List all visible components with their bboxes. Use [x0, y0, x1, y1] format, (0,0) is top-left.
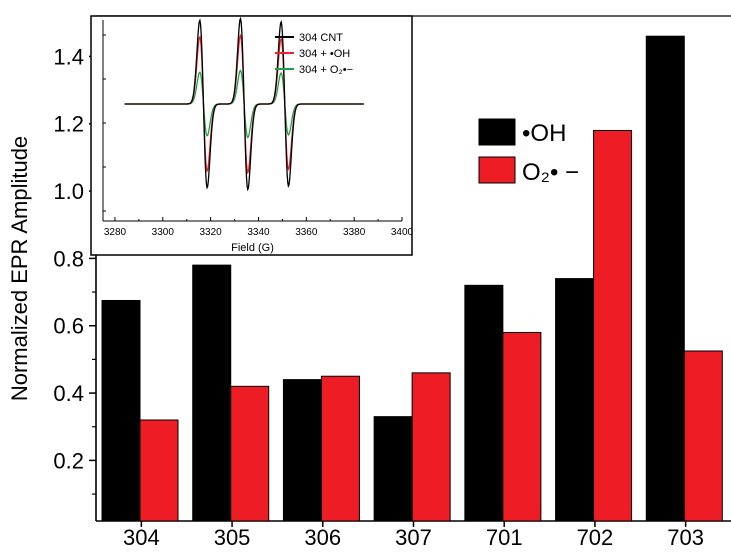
bar-oh-304: [101, 299, 141, 522]
bar-o2-701: [502, 331, 542, 522]
inset-legend-label-2: 304 + O₂•−: [299, 64, 353, 76]
inset-x-axis-label: Field (G): [231, 242, 274, 254]
bar-o2-305: [230, 385, 270, 522]
x-tick-label: 703: [667, 525, 704, 548]
bar-oh-307: [373, 416, 413, 522]
bar-oh-701: [464, 284, 504, 522]
inset-epr-spectrum: 3280 3300 3320 3340 3360 3380 3400 Field (G) 304…: [90, 15, 414, 256]
x-tick-label: 304: [123, 525, 160, 548]
inset-x-tick-label: 3340: [247, 227, 270, 238]
y-axis-label: Normalized EPR Amplitude: [7, 136, 32, 401]
y-tick-label: 1.0: [53, 179, 84, 204]
bar-oh-702: [555, 278, 595, 522]
bar-o2-306: [320, 375, 360, 522]
bar-oh-305: [192, 264, 232, 522]
bar-o2-304: [139, 419, 179, 522]
inset-x-tick-label: 3380: [343, 227, 366, 238]
x-tick-label: 305: [214, 525, 251, 548]
main-legend: •OH O₂• −: [478, 118, 579, 186]
bar-o2-703: [683, 350, 723, 522]
legend-swatch-oh: [478, 118, 516, 146]
inset-x-tick-label: 3320: [200, 227, 223, 238]
legend-label-oh: •OH: [522, 120, 566, 147]
inset-legend-label-1: 304 + •OH: [299, 48, 350, 60]
y-tick-label: 1.4: [53, 44, 84, 69]
x-tick-label: 701: [486, 525, 523, 548]
bar-o2-702: [593, 129, 633, 522]
bar-oh-703: [645, 35, 685, 522]
inset-x-tick-label: 3280: [104, 227, 127, 238]
inset-x-tick-label: 3300: [152, 227, 175, 238]
inset-x-tick-label: 3360: [295, 227, 318, 238]
legend-swatch-o2: [478, 156, 516, 184]
bar-o2-307: [411, 372, 451, 522]
inset-series-line-0: [124, 16, 364, 192]
x-tick-label: 307: [395, 525, 432, 548]
x-tick-label: 702: [577, 525, 614, 548]
inset-x-tick-label: 3400: [391, 227, 414, 238]
y-tick-label: 0.4: [53, 381, 84, 406]
legend-label-o2: O₂• −: [522, 159, 579, 186]
y-tick-label: 0.2: [53, 448, 84, 473]
x-tick-label: 306: [304, 525, 341, 548]
main-bar-chart: 0.2 0.4 0.6 0.8 1.0 1.2 1.4 Normalized EPR Ampl…: [7, 15, 731, 550]
y-tick-label: 0.8: [53, 246, 84, 271]
y-tick-label: 1.2: [53, 112, 84, 137]
inset-legend-label-0: 304 CNT: [299, 32, 343, 44]
y-tick-label: 0.6: [53, 314, 84, 339]
bar-oh-306: [282, 379, 322, 522]
